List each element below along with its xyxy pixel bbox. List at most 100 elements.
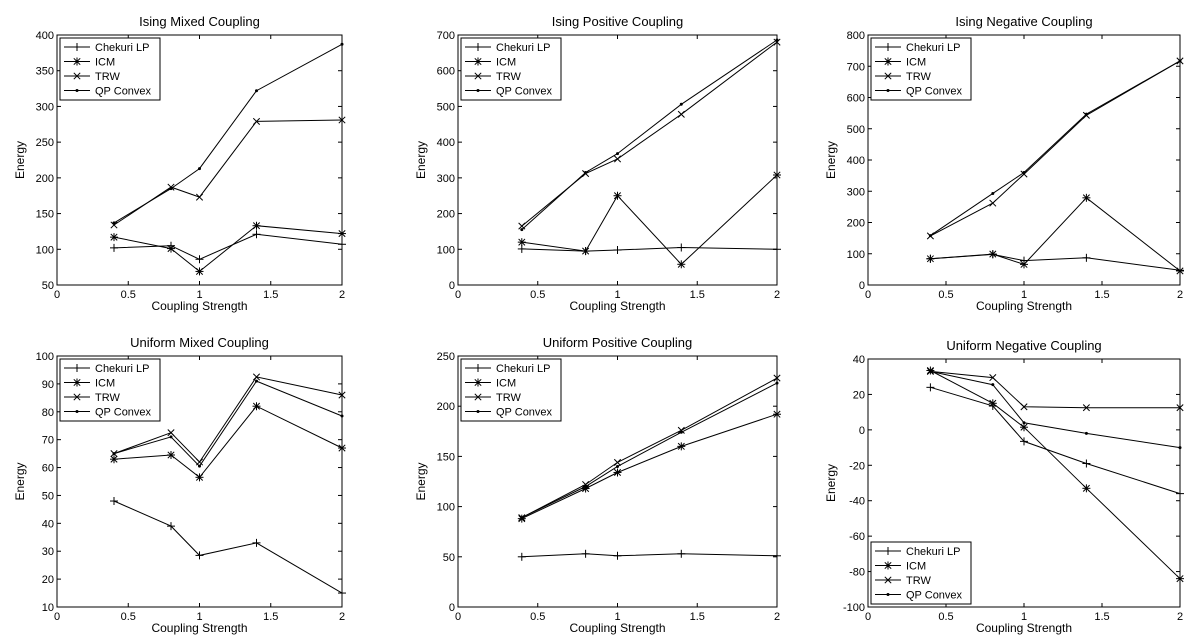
chart-1-xtick-label: 1 bbox=[196, 289, 202, 301]
chart-4-legend: Chekuri LP ICM TRW QP Convex bbox=[59, 358, 161, 422]
chart-3-data-point bbox=[1084, 112, 1088, 116]
chart-4-data-point bbox=[110, 455, 118, 464]
chart-4-data-point bbox=[340, 414, 344, 418]
chart-3-xtick-label: 2 bbox=[1177, 289, 1183, 301]
chart-5-data-point bbox=[520, 516, 524, 520]
chart-5-series-2 bbox=[517, 410, 781, 523]
chart-1-data-point bbox=[255, 89, 258, 93]
chart-5-data-point bbox=[613, 458, 622, 466]
chart-5-data-point bbox=[581, 549, 590, 558]
chart-5-data-point bbox=[677, 549, 686, 558]
chart-1-series-line bbox=[113, 119, 343, 226]
chart-6-xlabel: Coupling Strength bbox=[976, 621, 1072, 635]
chart-3-data-point bbox=[1176, 266, 1184, 275]
chart-1-data-point bbox=[110, 233, 118, 242]
chart-1-data-point bbox=[110, 221, 118, 229]
chart-6-xtick-label: 1 bbox=[1021, 611, 1027, 623]
chart-4-data-point bbox=[167, 429, 175, 437]
chart-2-legend-label: TRW bbox=[496, 71, 521, 83]
chart-2-ytick-label: 400 bbox=[437, 137, 455, 149]
chart-4-ytick-label: 80 bbox=[42, 407, 54, 419]
chart-6-xtick-label: 0 bbox=[865, 611, 871, 623]
chart-1-ytick-label: 100 bbox=[36, 244, 54, 256]
chart-5-legend: Chekuri LP ICM TRW QP Convex bbox=[460, 358, 562, 422]
chart-3-ytick-label: 200 bbox=[847, 218, 865, 230]
chart-2-legend-marker bbox=[476, 89, 480, 92]
chart-4-xtick-label: 1 bbox=[196, 611, 202, 623]
chart-3-ytick-label: 100 bbox=[847, 249, 865, 261]
chart-5: Uniform Positive Coupling 0 0.5 1 1.5 2 0 50 100… bbox=[414, 335, 781, 635]
chart-6-data-point bbox=[1020, 437, 1028, 446]
chart-2-ytick-label: 200 bbox=[437, 209, 455, 221]
chart-3-data-point bbox=[1082, 193, 1091, 202]
chart-1-legend: Chekuri LP ICM TRW QP Convex bbox=[59, 37, 161, 101]
chart-1-legend-marker bbox=[75, 89, 79, 92]
chart-1-xtick-label: 1.5 bbox=[263, 289, 278, 301]
chart-1-series-1 bbox=[110, 230, 346, 264]
chart-5-ytick-label: 0 bbox=[449, 602, 455, 614]
chart-1-legend-marker bbox=[73, 43, 81, 51]
chart-2-legend-marker bbox=[474, 43, 482, 51]
chart-1-xtick-label: 0 bbox=[54, 289, 60, 301]
chart-3-ytick-label: 800 bbox=[847, 30, 865, 42]
chart-2-data-point bbox=[616, 152, 619, 156]
chart-1-data-point bbox=[252, 230, 261, 239]
chart-3-data-point bbox=[1178, 59, 1182, 63]
chart-4-xtick-label: 0 bbox=[54, 611, 60, 623]
chart-4-data-point bbox=[252, 538, 261, 547]
chart-3-data-point bbox=[988, 250, 997, 259]
chart-1-data-point bbox=[195, 255, 204, 264]
chart-5-xlabel: Coupling Strength bbox=[569, 621, 665, 635]
chart-5-legend-marker bbox=[476, 410, 480, 413]
chart-3-legend-marker bbox=[886, 89, 890, 92]
chart-5-xtick-label: 1.5 bbox=[690, 611, 705, 623]
chart-3-legend-label: ICM bbox=[906, 57, 926, 69]
chart-5-legend-label: QP Convex bbox=[496, 407, 553, 419]
chart-5-data-point bbox=[677, 442, 686, 451]
chart-2-legend-marker bbox=[474, 57, 482, 66]
chart-2: Ising Positive Coupling 0 0.5 1 1.5 2 0 100 200 3… bbox=[414, 14, 781, 313]
chart-4-data-point bbox=[167, 451, 175, 460]
chart-5-legend-label: TRW bbox=[496, 392, 521, 404]
chart-1-data-point bbox=[340, 42, 344, 46]
chart-1-ytick-label: 250 bbox=[36, 137, 54, 149]
chart-3-data-point bbox=[1082, 253, 1091, 262]
chart-6-legend-label: QP Convex bbox=[906, 590, 963, 602]
chart-5-ytick-label: 150 bbox=[437, 451, 455, 463]
chart-4-data-point bbox=[195, 551, 204, 560]
chart-3-legend-marker bbox=[884, 43, 892, 51]
chart-1-xtick-label: 2 bbox=[339, 289, 345, 301]
chart-3-xtick-label: 1 bbox=[1021, 289, 1027, 301]
chart-2-series-4 bbox=[520, 38, 779, 232]
chart-1-ytick-label: 400 bbox=[36, 30, 54, 42]
chart-1-series-line bbox=[113, 233, 343, 260]
chart-3-series-2 bbox=[926, 193, 1184, 275]
chart-5-ytick-label: 100 bbox=[437, 502, 455, 514]
chart-3-ytick-label: 500 bbox=[847, 124, 865, 136]
chart-3-ytick-label: 700 bbox=[847, 61, 865, 73]
chart-5-xtick-label: 2 bbox=[774, 611, 780, 623]
chart-3-data-point bbox=[928, 234, 932, 238]
chart-3-xtick-label: 0 bbox=[865, 289, 871, 301]
chart-1-series-2 bbox=[110, 221, 346, 276]
chart-6-legend-label: ICM bbox=[906, 561, 926, 573]
chart-5-data-point bbox=[677, 426, 685, 434]
chart-1-ytick-label: 150 bbox=[36, 209, 54, 221]
chart-2-ylabel: Energy bbox=[414, 141, 428, 179]
chart-3-ytick-label: 600 bbox=[847, 93, 865, 105]
chart-4-ytick-label: 60 bbox=[42, 463, 54, 475]
chart-4-legend-marker bbox=[73, 378, 81, 387]
chart-6-data-point bbox=[926, 383, 935, 392]
chart-2-xtick-label: 2 bbox=[774, 289, 780, 301]
chart-1-title: Ising Mixed Coupling bbox=[139, 14, 260, 29]
chart-6-data-point bbox=[1176, 404, 1184, 412]
chart-3-legend-label: TRW bbox=[906, 71, 931, 83]
chart-6-data-point bbox=[1176, 489, 1184, 498]
chart-4-data-point bbox=[198, 464, 201, 468]
chart-4-xlabel: Coupling Strength bbox=[151, 621, 247, 635]
chart-2-data-point bbox=[581, 247, 590, 256]
chart-5-data-point bbox=[517, 552, 526, 561]
chart-2-data-point bbox=[773, 245, 781, 254]
chart-2-data-point bbox=[613, 155, 622, 163]
